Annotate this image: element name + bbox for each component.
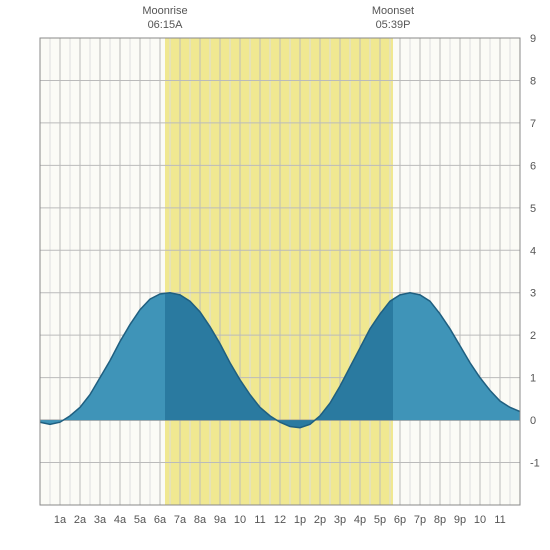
svg-text:7p: 7p (414, 514, 426, 526)
svg-text:4p: 4p (354, 514, 366, 526)
svg-text:10: 10 (234, 514, 246, 526)
svg-text:3: 3 (530, 288, 536, 300)
svg-text:8: 8 (530, 75, 536, 87)
svg-text:5a: 5a (134, 514, 147, 526)
svg-text:1: 1 (530, 373, 536, 385)
moonset-time: 05:39P (363, 18, 423, 32)
moonset-annotation: Moonset 05:39P (363, 4, 423, 33)
svg-text:2a: 2a (74, 514, 87, 526)
moonrise-time: 06:15A (135, 18, 195, 32)
svg-text:2p: 2p (314, 514, 326, 526)
svg-text:5p: 5p (374, 514, 386, 526)
svg-text:9p: 9p (454, 514, 466, 526)
svg-text:7a: 7a (174, 514, 187, 526)
svg-text:7: 7 (530, 118, 536, 130)
svg-text:6a: 6a (154, 514, 167, 526)
svg-text:8a: 8a (194, 514, 207, 526)
svg-text:5: 5 (530, 203, 536, 215)
svg-text:10: 10 (474, 514, 486, 526)
svg-text:9a: 9a (214, 514, 227, 526)
moonset-title: Moonset (363, 4, 423, 18)
svg-text:-1: -1 (530, 458, 540, 470)
svg-text:1p: 1p (294, 514, 306, 526)
svg-text:4a: 4a (114, 514, 127, 526)
svg-text:11: 11 (254, 514, 265, 526)
moonrise-annotation: Moonrise 06:15A (135, 4, 195, 33)
svg-text:9: 9 (530, 33, 536, 45)
svg-text:12: 12 (274, 514, 286, 526)
svg-text:2: 2 (530, 330, 536, 342)
tide-chart: 1a2a3a4a5a6a7a8a9a1011121p2p3p4p5p6p7p8p… (0, 0, 550, 550)
svg-text:8p: 8p (434, 514, 446, 526)
moonrise-title: Moonrise (135, 4, 195, 18)
svg-text:6: 6 (530, 160, 536, 172)
svg-text:6p: 6p (394, 514, 406, 526)
svg-text:1a: 1a (54, 514, 67, 526)
svg-text:0: 0 (530, 415, 536, 427)
chart-svg: 1a2a3a4a5a6a7a8a9a1011121p2p3p4p5p6p7p8p… (0, 0, 550, 550)
svg-text:3a: 3a (94, 514, 107, 526)
svg-text:4: 4 (530, 245, 536, 257)
svg-text:11: 11 (494, 514, 505, 526)
svg-text:3p: 3p (334, 514, 346, 526)
